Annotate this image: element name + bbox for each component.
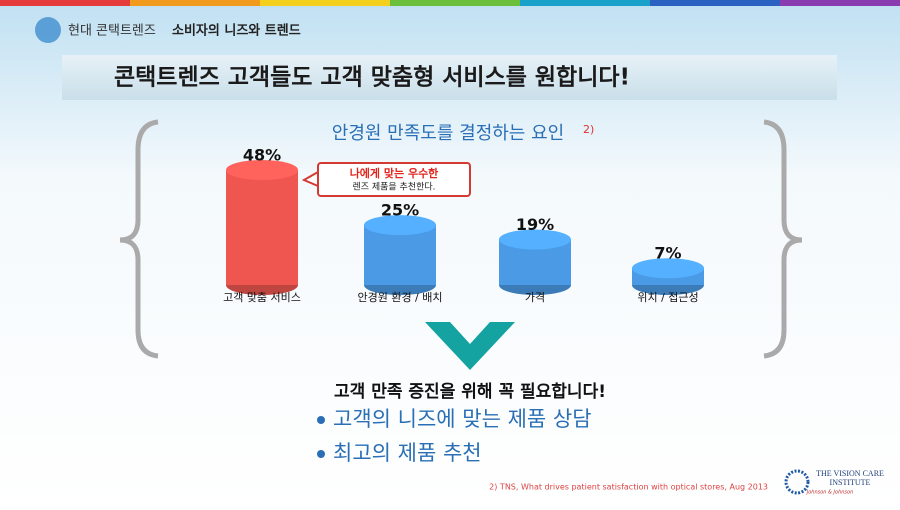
value-label: 48%: [243, 146, 281, 165]
category-label: 가격: [525, 291, 545, 304]
bar-top: [364, 215, 436, 236]
logo-text: THE VISION CARE: [816, 469, 884, 478]
callout-text: 렌즈 제품을 추천한다.: [352, 182, 435, 193]
chevron: [425, 322, 515, 370]
value-label: 19%: [516, 215, 554, 234]
header-topic: 소비자의 니즈와 트렌드: [172, 23, 301, 39]
bullet: [317, 416, 325, 424]
bullet: [317, 450, 325, 458]
bullet-text: 최고의 제품 추천: [333, 441, 482, 465]
conclusion-heading: 고객 만족 증진을 위해 꼭 필요합니다!: [334, 381, 606, 402]
chart-title-note: 2): [583, 123, 594, 136]
bar-top: [632, 258, 704, 279]
globe-icon: [35, 17, 61, 43]
top-stripe: [0, 0, 900, 6]
category-label: 안경원 환경 / 배치: [357, 291, 442, 304]
banner-box: [62, 55, 837, 100]
chart-title: 안경원 만족도를 결정하는 요인: [332, 123, 564, 144]
footnote: 2) TNS, What drives patient satisfaction…: [489, 483, 768, 492]
bar-body: [226, 170, 298, 285]
banner-text: 콘택트렌즈 고객들도 고객 맞춤형 서비스를 원합니다!: [114, 65, 630, 91]
bar-top: [499, 229, 571, 250]
right-brace: [763, 119, 803, 359]
logo-text: INSTITUTE: [830, 478, 871, 487]
category-label: 위치 / 접근성: [637, 291, 698, 304]
logo-icon: [784, 469, 810, 495]
value-label: 25%: [381, 201, 419, 220]
bullet-text: 고객의 니즈에 맞는 제품 상담: [333, 407, 592, 431]
bar-top: [226, 160, 298, 180]
logo-text: Johnson & Johnson: [806, 490, 854, 496]
header-brand: 현대 콘택트렌즈: [68, 24, 156, 39]
value-label: 7%: [654, 244, 681, 263]
callout-pointer: [301, 170, 319, 188]
callout-text: 나에게 맞는 우수한: [350, 166, 439, 180]
category-label: 고객 맞춤 서비스: [223, 291, 301, 304]
left-brace: [119, 119, 159, 359]
